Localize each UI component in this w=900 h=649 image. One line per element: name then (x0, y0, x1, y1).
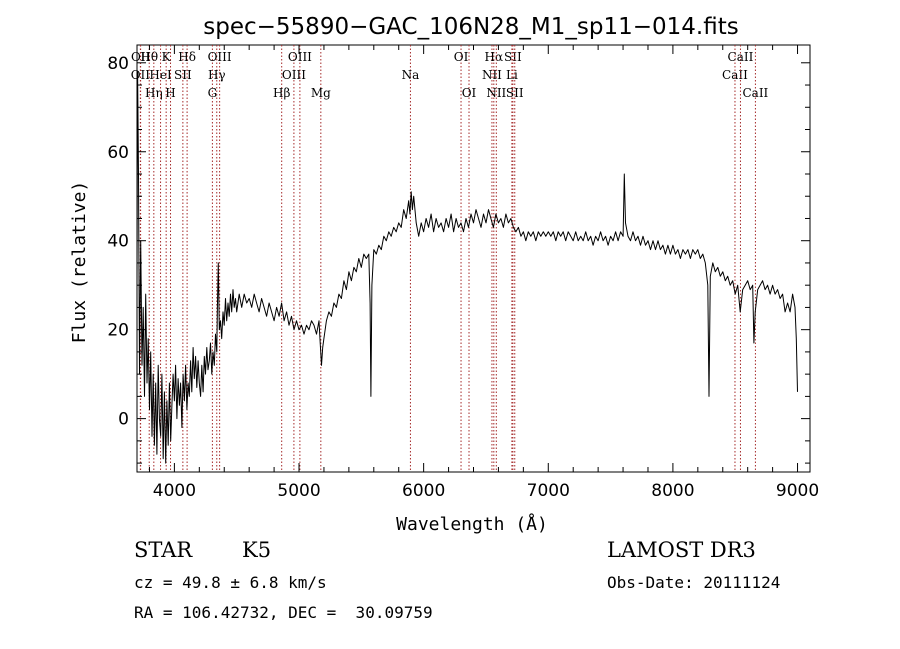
y-tick-label: 80 (107, 54, 129, 74)
line-marker-label: Hβ (273, 86, 290, 100)
line-marker-label: Mg (311, 86, 331, 100)
line-marker-label: OIII (208, 50, 232, 64)
line-marker-label: CaII (742, 86, 768, 100)
line-marker-label: Hδ (178, 50, 196, 64)
line-marker-label: Hη (145, 86, 163, 100)
observation-date: Obs-Date: 20111124 (607, 573, 781, 592)
line-marker-label: G (208, 86, 218, 100)
line-marker-label: Li (506, 68, 518, 82)
plot-frame (136, 44, 811, 473)
line-marker-label: NII (486, 86, 506, 100)
redshift-value: cz = 49.8 ± 6.8 km/s (134, 573, 327, 592)
chart-title: spec−55890−GAC_106N28_M1_sp11−014.fits (203, 14, 738, 40)
line-marker-label: OI (454, 50, 469, 64)
spectrum-line (136, 71, 798, 464)
x-tick-label: 7000 (527, 481, 570, 501)
line-markers: OIIOIIHηHθHeIKSIIHHδHγGOIIIHβOIIIOIIIMgN… (131, 45, 769, 472)
x-tick-label: 4000 (153, 481, 196, 501)
line-marker-label: CaII (722, 68, 748, 82)
axes: 4000 5000 6000 7000 8000 9000 0 20 40 60 80 (107, 45, 819, 501)
x-tick-label: 8000 (651, 481, 694, 501)
line-marker-label: NII (482, 68, 502, 82)
line-marker-label: OI (462, 86, 477, 100)
x-axis-label: Wavelength (Å) (396, 513, 548, 535)
object-subclass: K5 (242, 538, 272, 562)
y-tick-label: 0 (118, 410, 129, 430)
line-marker-label: K (162, 50, 172, 64)
line-marker-label: Hγ (208, 68, 226, 82)
y-axis-label: Flux (relative) (69, 181, 90, 344)
coordinates: RA = 106.42732, DEC = 30.09759 (134, 603, 433, 622)
line-marker-label: Na (402, 68, 420, 82)
x-tick-label: 5000 (277, 481, 320, 501)
x-tick-label: 9000 (776, 481, 819, 501)
line-marker-label: Hα (485, 50, 504, 64)
line-marker-label: SII (506, 86, 524, 100)
line-marker-label: Hθ (140, 50, 158, 64)
y-tick-label: 40 (107, 232, 129, 252)
x-tick-label: 6000 (402, 481, 445, 501)
object-class: STAR (134, 538, 193, 562)
line-marker-label: OII (131, 68, 151, 82)
spectrum-chart: spec−55890−GAC_106N28_M1_sp11−014.fits O… (69, 14, 819, 535)
line-marker-label: SII (504, 50, 522, 64)
line-marker-label: SII (174, 68, 192, 82)
survey-name: LAMOST DR3 (607, 538, 756, 562)
line-marker-label: OII (131, 50, 151, 64)
y-tick-label: 60 (107, 143, 129, 163)
line-marker-label: HeI (149, 68, 172, 82)
line-marker-label: CaII (728, 50, 754, 64)
y-tick-label: 20 (107, 321, 129, 341)
line-marker-label: OIII (282, 68, 306, 82)
line-marker-label: OIII (288, 50, 312, 64)
line-marker-label: H (165, 86, 175, 100)
